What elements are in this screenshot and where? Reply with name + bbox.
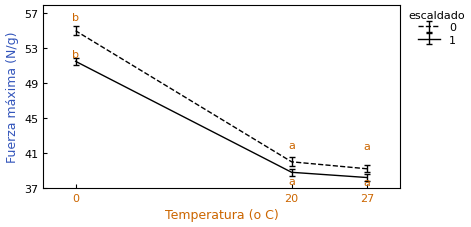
Text: a: a <box>288 177 295 186</box>
X-axis label: Temperatura (o C): Temperatura (o C) <box>164 209 278 222</box>
Legend: 0, 1: 0, 1 <box>409 11 465 45</box>
Text: a: a <box>364 177 371 187</box>
Text: b: b <box>72 49 79 59</box>
Text: b: b <box>72 13 79 23</box>
Text: a: a <box>364 142 371 152</box>
Text: a: a <box>288 141 295 151</box>
Y-axis label: Fuerza máxima (N/g): Fuerza máxima (N/g) <box>6 31 18 162</box>
